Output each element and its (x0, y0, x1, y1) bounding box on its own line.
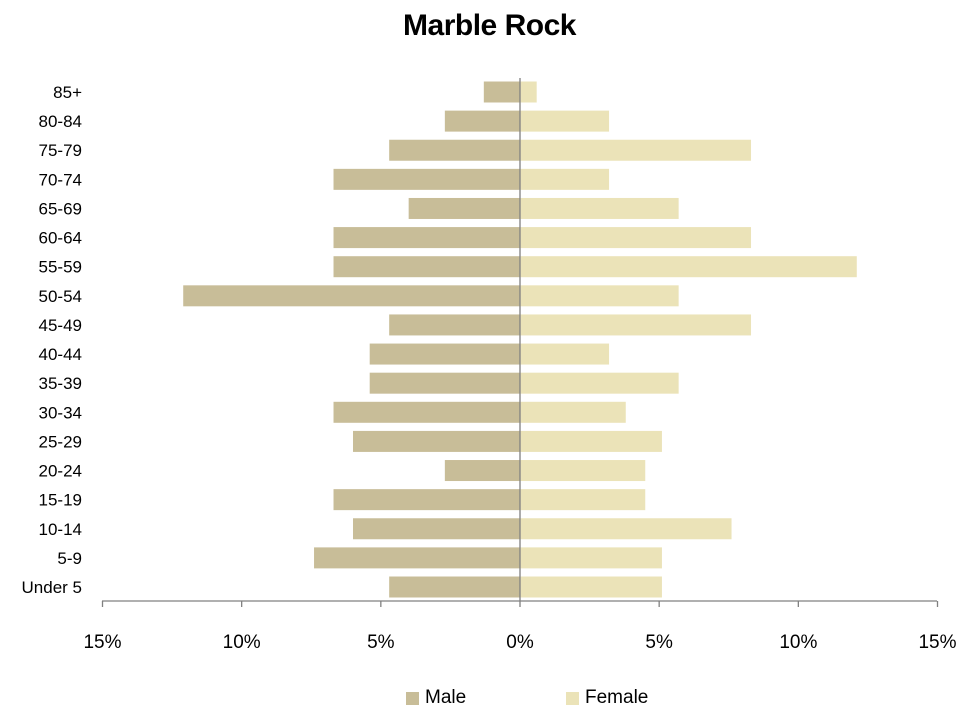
legend: Male Female (0, 686, 979, 710)
category-label: 40-44 (39, 345, 82, 364)
x-tick-label: 5% (367, 632, 395, 653)
population-pyramid-chart: Under 5 5-9 10-14 15-19 20-24 25-29 30-34 35-39… (22, 78, 957, 653)
category-label: 65-69 (39, 199, 82, 218)
bar-female-under-5 (520, 576, 662, 598)
bar-male-20-24 (444, 460, 520, 482)
bar-female-30-34 (520, 401, 626, 423)
bar-female-55-59 (520, 256, 857, 278)
bar-male-85+ (483, 81, 520, 103)
x-tick-label: 15% (83, 632, 121, 653)
x-tick-label: 15% (918, 632, 956, 653)
category-label: 55-59 (39, 258, 82, 277)
x-tick-label: 5% (645, 632, 673, 653)
bar-male-80-84 (444, 110, 520, 132)
legend-item-female: Female (566, 686, 648, 710)
category-label: 15-19 (39, 491, 82, 510)
category-label: 60-64 (39, 229, 82, 248)
bar-female-25-29 (520, 430, 662, 452)
legend-label-male: Male (425, 687, 467, 708)
category-label: 50-54 (39, 287, 82, 306)
chart-title: Marble Rock (403, 9, 576, 42)
x-tick-label: 10% (223, 632, 261, 653)
bar-male-15-19 (333, 489, 520, 511)
category-label: 25-29 (39, 432, 82, 451)
bar-male-35-39 (369, 372, 520, 394)
category-label: 5-9 (57, 549, 82, 568)
bar-female-70-74 (520, 168, 610, 190)
bar-female-45-49 (520, 314, 752, 336)
bar-female-35-39 (520, 372, 679, 394)
x-tick-label: 10% (779, 632, 817, 653)
bar-male-65-69 (408, 197, 520, 219)
bar-male-75-79 (389, 139, 520, 161)
legend-label-female: Female (585, 687, 649, 708)
bar-female-75-79 (520, 139, 752, 161)
bar-female-40-44 (520, 343, 610, 365)
bar-male-under-5 (389, 576, 520, 598)
bar-male-25-29 (353, 430, 520, 452)
bar-female-65-69 (520, 197, 679, 219)
category-label: 30-34 (39, 403, 82, 422)
bar-female-85+ (520, 81, 537, 103)
bar-male-45-49 (389, 314, 520, 336)
bar-female-5-9 (520, 547, 662, 569)
category-label: 20-24 (39, 462, 82, 481)
bar-male-55-59 (333, 256, 520, 278)
bar-female-60-64 (520, 227, 752, 249)
category-label: 85+ (53, 83, 82, 102)
category-label: 80-84 (39, 112, 82, 131)
category-label: 45-49 (39, 316, 82, 335)
legend-swatch-female (566, 691, 579, 705)
bar-female-15-19 (520, 489, 646, 511)
category-label: 10-14 (39, 520, 82, 539)
bar-male-40-44 (369, 343, 520, 365)
legend-swatch-male (406, 691, 419, 705)
bar-female-10-14 (520, 518, 732, 540)
bar-male-60-64 (333, 227, 520, 249)
x-tick-label: 0% (506, 632, 534, 653)
legend-item-male: Male (406, 686, 466, 710)
bar-male-10-14 (353, 518, 520, 540)
category-label: Under 5 (22, 578, 82, 597)
category-label: 70-74 (39, 170, 82, 189)
bar-male-70-74 (333, 168, 520, 190)
bar-female-80-84 (520, 110, 610, 132)
category-label: 75-79 (39, 141, 82, 160)
category-label: 35-39 (39, 374, 82, 393)
bar-female-20-24 (520, 460, 646, 482)
bar-male-30-34 (333, 401, 520, 423)
bar-male-5-9 (314, 547, 520, 569)
bar-male-50-54 (183, 285, 520, 307)
bar-female-50-54 (520, 285, 679, 307)
